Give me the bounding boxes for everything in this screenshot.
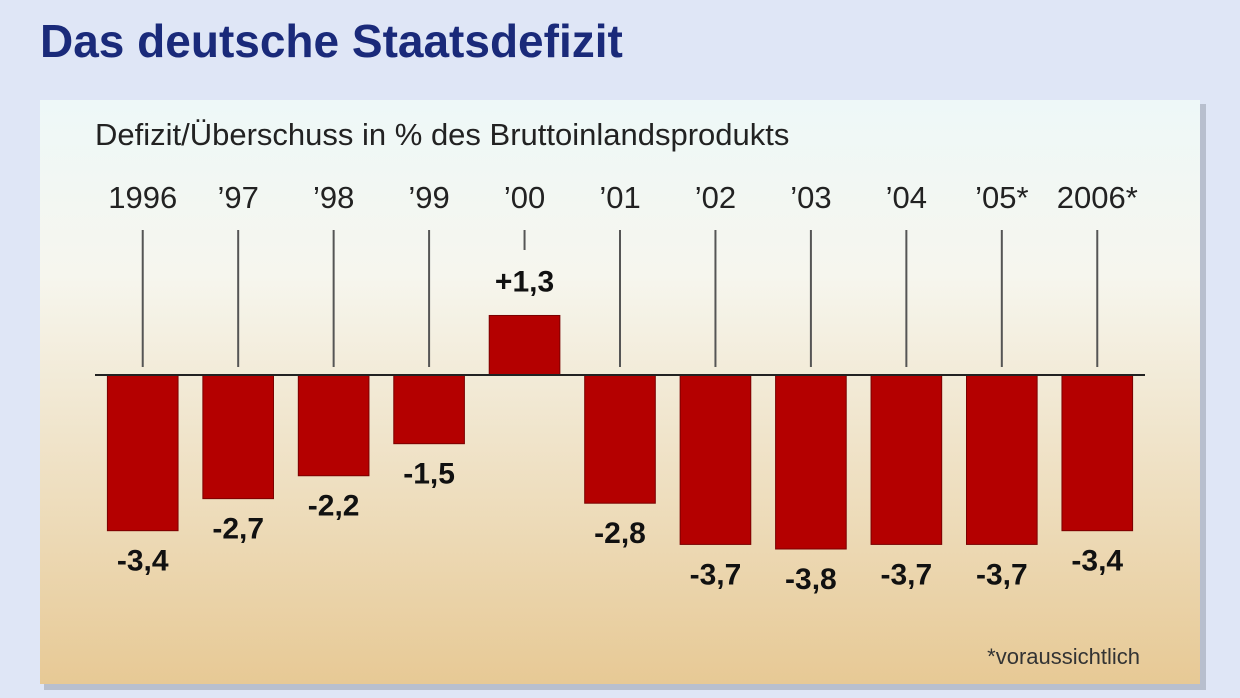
value-label: -1,5 — [403, 458, 455, 491]
value-label: -3,4 — [117, 545, 169, 578]
value-label: -2,2 — [308, 490, 360, 523]
bar — [966, 374, 1038, 545]
x-tick-label: ’00 — [504, 180, 545, 215]
bar — [870, 374, 943, 545]
x-tick-label: 1996 — [108, 180, 177, 215]
bar — [488, 314, 561, 376]
value-label: -2,8 — [594, 517, 646, 550]
chart-title: Das deutsche Staatsdefizit — [40, 15, 623, 67]
bar — [202, 374, 274, 500]
x-tick-label: ’98 — [313, 180, 354, 215]
value-label: -3,7 — [881, 558, 933, 591]
value-label: -3,7 — [976, 558, 1028, 591]
x-tick-label: ’01 — [599, 180, 640, 215]
bar — [1061, 374, 1134, 532]
x-tick-label: 2006* — [1057, 180, 1138, 215]
x-tick-label: ’04 — [886, 180, 927, 215]
value-label: +1,3 — [495, 265, 554, 298]
x-tick-label: ’02 — [695, 180, 736, 215]
value-label: -2,7 — [212, 513, 264, 546]
x-tick-label: ’97 — [217, 180, 258, 215]
bar — [584, 374, 656, 504]
x-tick-label: ’99 — [408, 180, 449, 215]
chart-subtitle: Defizit/Überschuss in % des Bruttoinland… — [95, 117, 789, 152]
value-label: -3,7 — [690, 558, 742, 591]
bar — [106, 374, 179, 532]
footnote: *voraussichtlich — [987, 644, 1140, 669]
x-tick-label: ’05* — [975, 180, 1028, 215]
x-tick-label: ’03 — [790, 180, 831, 215]
bar — [297, 374, 370, 477]
value-label: -3,4 — [1071, 545, 1123, 578]
bar — [393, 374, 465, 445]
value-label: -3,8 — [785, 563, 837, 596]
bar — [679, 374, 752, 545]
bar — [775, 374, 847, 550]
